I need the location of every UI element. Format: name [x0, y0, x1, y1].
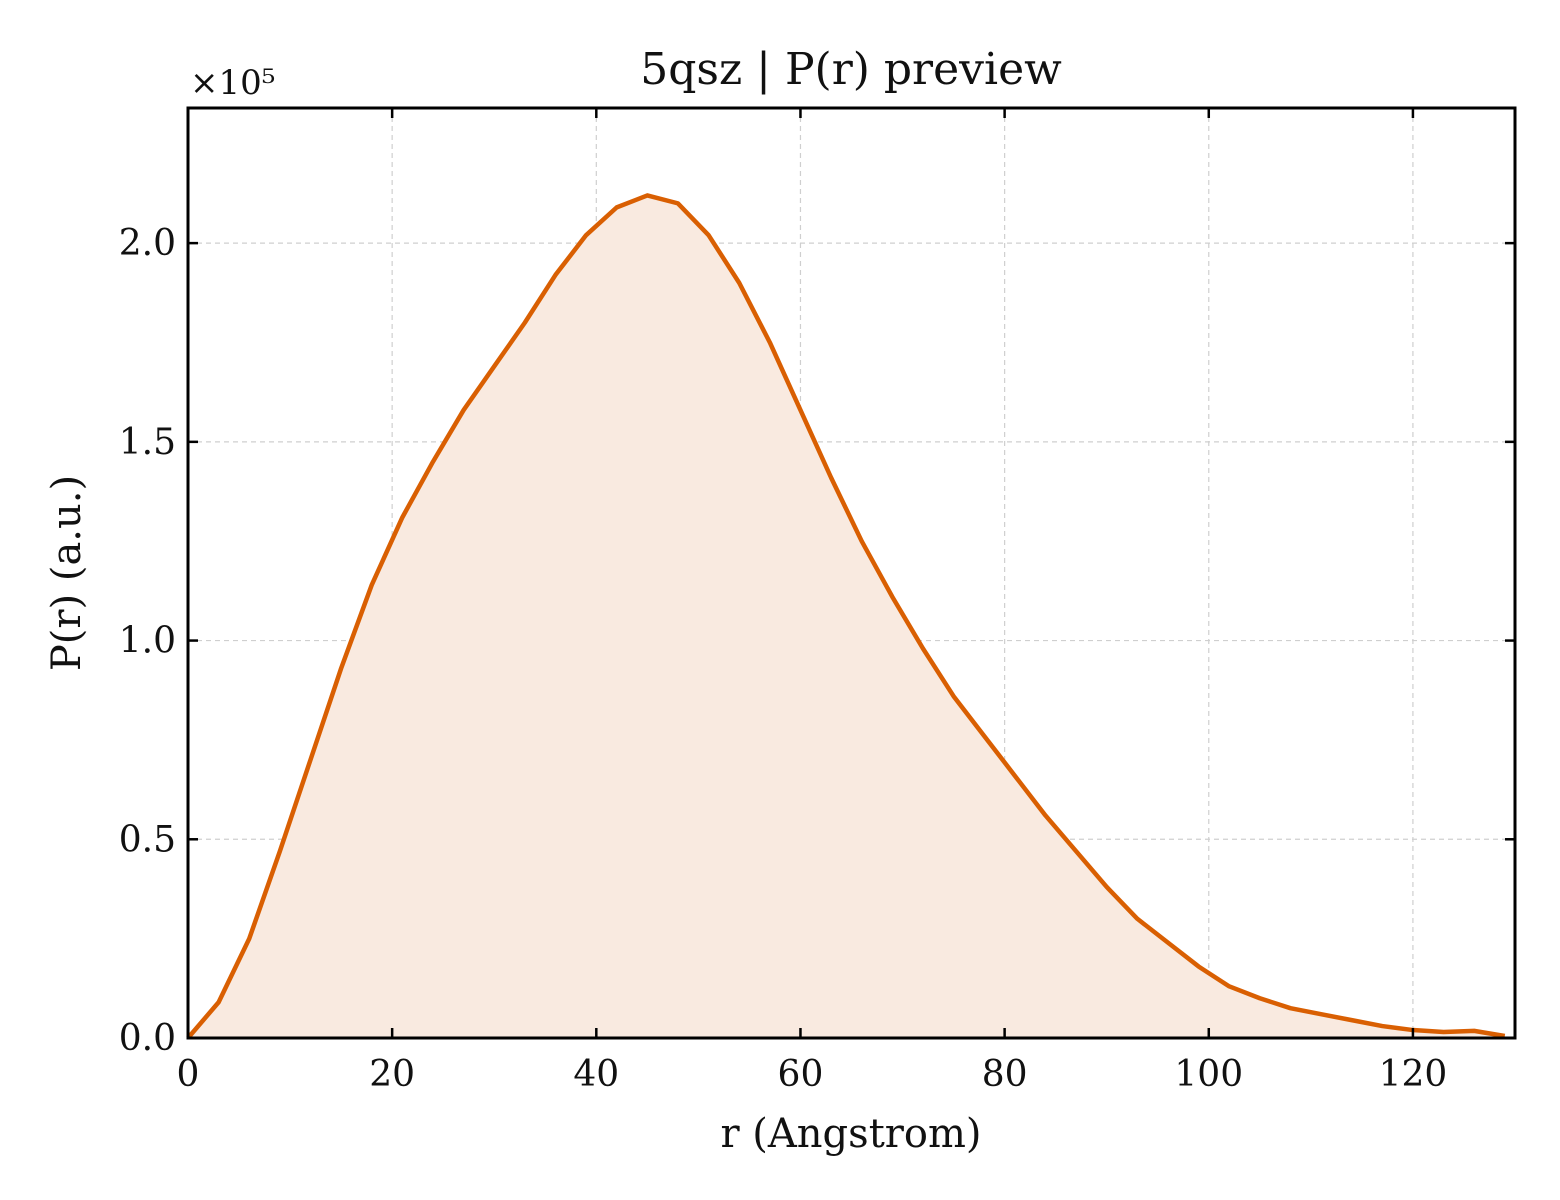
- y-offset-text: ×10⁵: [190, 63, 275, 103]
- y-tick-label: 0.5: [119, 819, 176, 860]
- x-tick-label: 20: [369, 1054, 415, 1095]
- y-tick-label: 0.0: [119, 1018, 176, 1059]
- y-axis-label: P(r) (a.u.): [44, 475, 90, 671]
- x-tick-label: 80: [982, 1054, 1028, 1095]
- x-tick-label: 40: [573, 1054, 619, 1095]
- y-tick-label: 1.5: [119, 422, 176, 463]
- pr-series-line: [186, 193, 1506, 1040]
- y-tick-label: 2.0: [119, 223, 176, 264]
- x-tick-label: 120: [1379, 1054, 1448, 1095]
- x-axis-label: r (Angstrom): [720, 1111, 981, 1157]
- y-tick-label: 1.0: [119, 621, 176, 662]
- tick-marks: [186, 108, 1515, 1040]
- y-tick-labels: 0.0 0.5 1.0 1.5 2.0: [119, 223, 176, 1059]
- pr-area-fill: [188, 195, 1505, 1038]
- x-tick-label: 60: [778, 1054, 824, 1095]
- plot-frame: [186, 106, 1517, 1040]
- x-tick-label: 0: [177, 1054, 200, 1095]
- x-tick-labels: 0 20 40 60 80 100 120: [177, 1054, 1448, 1095]
- chart-title: 5qsz | P(r) preview: [640, 44, 1062, 95]
- x-tick-label: 100: [1174, 1054, 1243, 1095]
